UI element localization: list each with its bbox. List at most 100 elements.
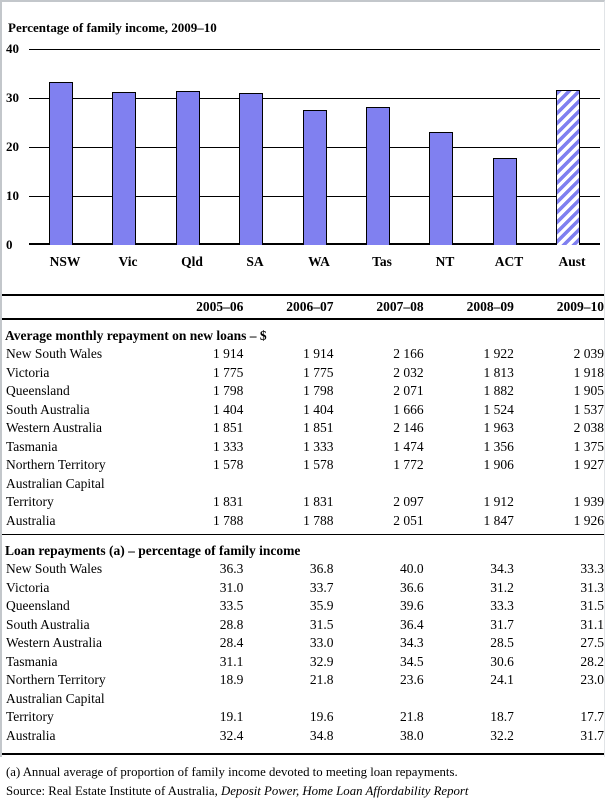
table-row: Australia 32.4 34.8 38.0 32.2 31.7 <box>2 727 604 746</box>
row-label: Western Australia <box>6 635 103 650</box>
value-cell: 31.5 <box>309 616 334 632</box>
value-cell: 2 039 <box>573 346 604 361</box>
value-cell: 36.6 <box>400 579 424 595</box>
value-cell: 31.7 <box>580 727 604 743</box>
value-cell: 1 333 <box>303 438 334 454</box>
table-row: Northern Territory 18.9 21.8 23.6 24.1 23.0 <box>2 671 604 690</box>
x-axis-label: Tas <box>372 254 392 269</box>
value-cell: 1 914 <box>303 346 334 361</box>
chart-plot-area: 0 10 20 30 40 <box>6 42 600 252</box>
year-column-header: 2005–06 <box>196 299 244 314</box>
value-cell: 36.3 <box>219 561 244 576</box>
table-row: Australian Capital Territory 19.1 19.6 21.8… <box>2 690 604 727</box>
table-row: South Australia 28.8 31.5 36.4 31.7 31.1 <box>2 616 604 635</box>
value-cell: 36.4 <box>400 616 424 632</box>
value-cell: 28.5 <box>490 635 514 650</box>
value-cell: 1 578 <box>303 457 334 472</box>
value-cell: 33.0 <box>309 635 334 650</box>
gridline <box>29 98 600 99</box>
row-label: Queensland <box>6 383 70 398</box>
y-axis-tick-label: 10 <box>6 188 19 203</box>
value-cell: 1 775 <box>303 364 334 380</box>
bar-wa <box>303 110 327 245</box>
value-cell: 1 474 <box>393 438 424 454</box>
value-cell: 1 537 <box>573 401 604 417</box>
value-cell: 31.5 <box>580 598 604 613</box>
x-axis-label: Aust <box>558 254 586 269</box>
y-axis-tick-label: 20 <box>6 139 19 154</box>
value-cell: 1 851 <box>213 420 244 435</box>
section-divider-rule <box>2 530 604 535</box>
row-label: Tasmania <box>6 438 58 454</box>
value-cell: 1 356 <box>483 438 514 454</box>
value-cell: 38.0 <box>400 727 424 743</box>
row-label: Tasmania <box>6 653 58 669</box>
table-row: New South Wales 36.3 36.8 40.0 34.3 33.3 <box>2 560 604 579</box>
bar-tas <box>366 107 390 245</box>
loan-repayments-bar-chart: Percentage of family income, 2009–10 0 10… <box>2 20 604 275</box>
value-cell: 2 051 <box>393 512 424 528</box>
value-cell: 1 798 <box>303 383 334 398</box>
value-cell: 28.4 <box>219 635 244 650</box>
value-cell: 34.8 <box>309 727 334 743</box>
value-cell: 1 912 <box>483 494 514 509</box>
table-row: Western Australia 28.4 33.0 34.3 28.5 27.5 <box>2 634 604 653</box>
value-cell: 19.1 <box>219 709 244 724</box>
x-axis-label: SA <box>246 254 264 269</box>
value-cell: 33.3 <box>580 561 604 576</box>
value-cell: 31.1 <box>219 653 244 669</box>
value-cell: 21.8 <box>309 672 334 687</box>
value-cell: 39.6 <box>400 598 424 613</box>
value-cell: 34.3 <box>490 561 514 576</box>
section-title-row: Loan repayments (a) – percentage of fami… <box>2 535 604 561</box>
value-cell: 23.0 <box>580 672 604 687</box>
x-axis-label: ACT <box>494 254 524 269</box>
value-cell: 1 813 <box>483 364 514 380</box>
value-cell: 35.9 <box>309 598 334 613</box>
table-footer: (a) Annual average of proportion of fami… <box>2 753 604 801</box>
value-cell: 36.8 <box>309 561 334 576</box>
bar-sa <box>239 93 263 245</box>
row-label: New South Wales <box>6 561 103 576</box>
value-cell: 1 847 <box>483 512 514 528</box>
row-label: Queensland <box>6 598 70 613</box>
table-row: Western Australia 1 851 1 851 2 146 1 963 2 0… <box>2 419 604 438</box>
value-cell: 1 333 <box>213 438 244 454</box>
table-row: South Australia 1 404 1 404 1 666 1 524 1 537 <box>2 401 604 420</box>
value-cell: 1 788 <box>303 512 334 528</box>
bar-aust-hatched <box>556 90 580 245</box>
value-cell: 33.7 <box>309 579 334 595</box>
value-cell: 1 882 <box>483 383 514 398</box>
value-cell: 32.4 <box>219 727 244 743</box>
year-header-row: 2005–06 2006–07 2007–08 2008–09 2009–10 <box>2 295 604 319</box>
value-cell: 1 788 <box>213 512 244 528</box>
section-title-row: Average monthly repayment on new loans –… <box>2 319 604 345</box>
source-title: Deposit Power, Home Loan Affordability R… <box>221 784 469 798</box>
value-cell: 32.2 <box>490 727 514 743</box>
year-column-header: 2009–10 <box>556 299 604 314</box>
bar-act <box>493 158 517 245</box>
x-axis-label: WA <box>308 254 330 269</box>
value-cell: 1 906 <box>483 457 514 472</box>
value-cell: 1 775 <box>213 364 244 380</box>
gridline <box>29 49 600 50</box>
row-label: Northern Territory <box>6 672 106 687</box>
value-cell: 1 375 <box>573 438 604 454</box>
value-cell: 2 146 <box>393 420 424 435</box>
row-label: Australia <box>6 512 56 528</box>
row-label: Australia <box>6 727 56 743</box>
table-row: Australian Capital Territory 1 831 1 831 2 … <box>2 475 604 512</box>
empty-header-cell <box>2 295 153 319</box>
table-row: Tasmania 1 333 1 333 1 474 1 356 1 375 <box>2 438 604 457</box>
row-label: New South Wales <box>6 346 103 361</box>
year-column-header: 2006–07 <box>286 299 334 314</box>
value-cell: 2 166 <box>393 346 424 361</box>
value-cell: 30.6 <box>490 653 514 669</box>
table-row: Australia 1 788 1 788 2 051 1 847 1 926 <box>2 512 604 531</box>
bar-qld <box>176 91 200 245</box>
value-cell: 1 404 <box>213 401 244 417</box>
x-axis-label: NSW <box>49 254 81 269</box>
table-row: Victoria 31.0 33.7 36.6 31.2 31.3 <box>2 579 604 598</box>
table-row: Victoria 1 775 1 775 2 032 1 813 1 918 <box>2 364 604 383</box>
